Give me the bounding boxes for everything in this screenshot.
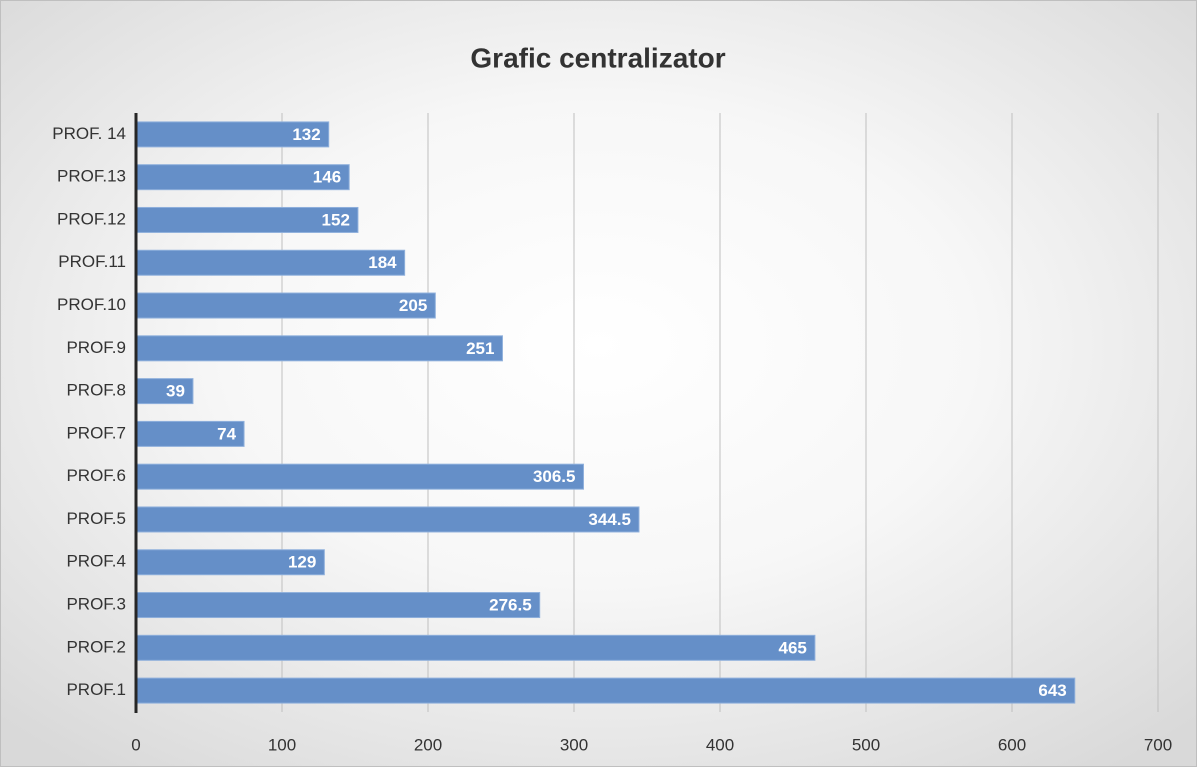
y-tick-label: PROF.7	[66, 423, 126, 442]
y-tick-label: PROF.10	[57, 295, 126, 314]
y-tick-label: PROF.2	[66, 637, 126, 656]
y-tick-label: PROF. 14	[52, 124, 126, 143]
bar	[135, 292, 436, 319]
y-tick-label: PROF.1	[66, 680, 126, 699]
x-tick-label: 500	[852, 735, 880, 754]
y-tick-label: PROF.6	[66, 466, 126, 485]
data-label: 152	[322, 210, 350, 229]
data-label: 643	[1038, 681, 1066, 700]
bar	[135, 164, 350, 191]
data-label: 251	[466, 339, 494, 358]
bar	[135, 549, 325, 576]
x-tick-label: 400	[706, 735, 734, 754]
data-label: 132	[292, 125, 320, 144]
data-label: 306.5	[533, 467, 576, 486]
x-tick-label: 600	[998, 735, 1026, 754]
data-label: 184	[368, 253, 397, 272]
bar	[135, 378, 194, 405]
y-tick-label: PROF.13	[57, 167, 126, 186]
bar	[135, 335, 503, 362]
bar	[135, 506, 640, 533]
y-tick-label: PROF.3	[66, 595, 126, 614]
y-tick-label: PROF.9	[66, 338, 126, 357]
data-label: 344.5	[588, 510, 631, 529]
x-tick-label: 200	[414, 735, 442, 754]
x-tick-label: 700	[1144, 735, 1172, 754]
data-label: 465	[779, 638, 807, 657]
y-tick-label: PROF.12	[57, 209, 126, 228]
x-tick-label: 300	[560, 735, 588, 754]
data-label: 276.5	[489, 596, 532, 615]
data-label: 146	[313, 168, 341, 187]
data-label: 205	[399, 296, 427, 315]
data-label: 74	[217, 424, 236, 443]
x-tick-label: 0	[131, 735, 140, 754]
data-label: 129	[288, 553, 316, 572]
y-tick-label: PROF.11	[58, 252, 126, 271]
y-tick-label: PROF.4	[66, 552, 126, 571]
bar	[135, 634, 816, 661]
bar	[135, 677, 1076, 704]
bar	[135, 420, 245, 447]
chart-title: Grafic centralizator	[470, 42, 725, 73]
bar	[135, 121, 330, 148]
bar	[135, 592, 541, 619]
bar	[135, 463, 584, 490]
bar	[135, 206, 359, 233]
data-label: 39	[166, 382, 185, 401]
x-tick-label: 100	[268, 735, 296, 754]
bar	[135, 249, 406, 276]
y-tick-label: PROF.5	[66, 509, 126, 528]
y-tick-label: PROF.8	[66, 381, 126, 400]
